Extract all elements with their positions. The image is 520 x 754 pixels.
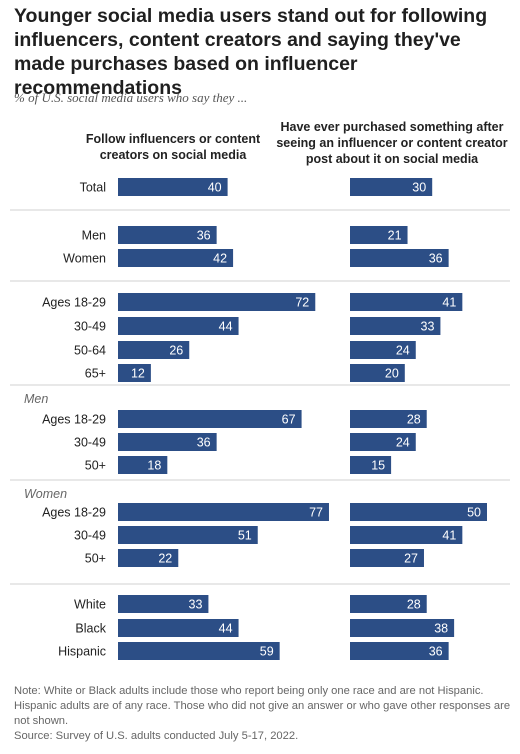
category-label: 50-64 <box>74 344 106 358</box>
bar-series-1 <box>118 526 258 544</box>
bar-value-label: 38 <box>434 622 448 636</box>
bar-series-2 <box>350 526 463 544</box>
bar-value-label: 67 <box>282 413 296 427</box>
bar-value-label: 18 <box>147 459 161 473</box>
bar-series-1 <box>118 595 209 613</box>
bar-series-2 <box>350 226 408 244</box>
category-label: 65+ <box>85 367 106 381</box>
bar-value-label: 21 <box>388 229 402 243</box>
bar-series-2 <box>350 410 427 428</box>
category-label: Women <box>63 252 106 266</box>
chart-footnote: Note: White or Black adults include thos… <box>14 684 514 744</box>
bar-series-2 <box>350 341 416 359</box>
bar-value-label: 28 <box>407 598 421 612</box>
category-label: Total <box>80 181 106 195</box>
bar-series-2 <box>350 317 441 335</box>
bar-series-1 <box>118 410 302 428</box>
bar-value-label: 41 <box>442 296 456 310</box>
bar-value-label: 24 <box>396 344 410 358</box>
bar-value-label: 27 <box>404 552 418 566</box>
series-1-header: Follow influencers or content creators o… <box>85 132 261 162</box>
category-label: White <box>74 598 106 612</box>
bar-series-2 <box>350 178 433 196</box>
category-label: Ages 18-29 <box>42 296 106 310</box>
note-text: Note: White or Black adults include thos… <box>14 685 511 727</box>
bar-value-label: 33 <box>421 320 435 334</box>
category-label: Ages 18-29 <box>42 413 106 427</box>
category-label: 30-49 <box>74 320 106 334</box>
bar-value-label: 41 <box>442 529 456 543</box>
bar-series-2 <box>350 293 463 311</box>
bar-value-label: 36 <box>197 229 211 243</box>
series-2-header: Have ever purchased something after seei… <box>276 120 508 166</box>
bar-value-label: 59 <box>260 645 274 659</box>
bar-series-1 <box>118 619 239 637</box>
bar-value-label: 50 <box>467 506 481 520</box>
category-label: 30-49 <box>74 436 106 450</box>
bar-series-1 <box>118 317 239 335</box>
category-label: Black <box>75 622 106 636</box>
bar-series-2 <box>350 503 487 521</box>
bar-series-1 <box>118 503 329 521</box>
bar-series-1 <box>118 433 217 451</box>
bar-series-1 <box>118 364 151 382</box>
bar-series-1 <box>118 341 190 359</box>
bar-series-1 <box>118 178 228 196</box>
bar-series-2 <box>350 456 392 474</box>
bar-series-2 <box>350 549 424 567</box>
bar-value-label: 12 <box>131 367 145 381</box>
bar-series-1 <box>118 226 217 244</box>
bar-value-label: 77 <box>309 506 323 520</box>
bar-value-label: 20 <box>385 367 399 381</box>
category-label: Ages 18-29 <box>42 506 106 520</box>
bar-series-2 <box>350 642 449 660</box>
bar-value-label: 51 <box>238 529 252 543</box>
category-label: 50+ <box>85 552 106 566</box>
bar-series-2 <box>350 595 427 613</box>
category-label: 50+ <box>85 459 106 473</box>
source-text: Source: Survey of U.S. adults conducted … <box>14 730 299 742</box>
bar-value-label: 36 <box>197 436 211 450</box>
bar-series-1 <box>118 249 234 267</box>
category-label: Men <box>82 229 106 243</box>
bar-series-1 <box>118 549 179 567</box>
bar-value-label: 26 <box>169 344 183 358</box>
bar-value-label: 42 <box>213 252 227 266</box>
bar-value-label: 40 <box>208 181 222 195</box>
bar-value-label: 72 <box>295 296 309 310</box>
bar-series-1 <box>118 456 168 474</box>
bar-value-label: 28 <box>407 413 421 427</box>
bar-value-label: 36 <box>429 645 443 659</box>
bar-series-2 <box>350 433 416 451</box>
chart-subtitle: % of U.S. social media users who say the… <box>14 90 248 105</box>
bar-series-2 <box>350 619 455 637</box>
bar-value-label: 36 <box>429 252 443 266</box>
group-label: Men <box>24 392 48 406</box>
category-label: Hispanic <box>58 645 106 659</box>
bar-value-label: 30 <box>412 181 426 195</box>
bar-value-label: 44 <box>219 622 233 636</box>
bar-value-label: 44 <box>219 320 233 334</box>
bar-series-2 <box>350 249 449 267</box>
bar-series-1 <box>118 293 316 311</box>
bar-value-label: 33 <box>189 598 203 612</box>
bar-value-label: 24 <box>396 436 410 450</box>
group-label: Women <box>24 487 67 501</box>
chart-title: Younger social media users stand out for… <box>14 5 488 99</box>
category-label: 30-49 <box>74 529 106 543</box>
bar-value-label: 22 <box>158 552 172 566</box>
bar-series-1 <box>118 642 280 660</box>
bar-value-label: 15 <box>371 459 385 473</box>
bar-series-2 <box>350 364 405 382</box>
